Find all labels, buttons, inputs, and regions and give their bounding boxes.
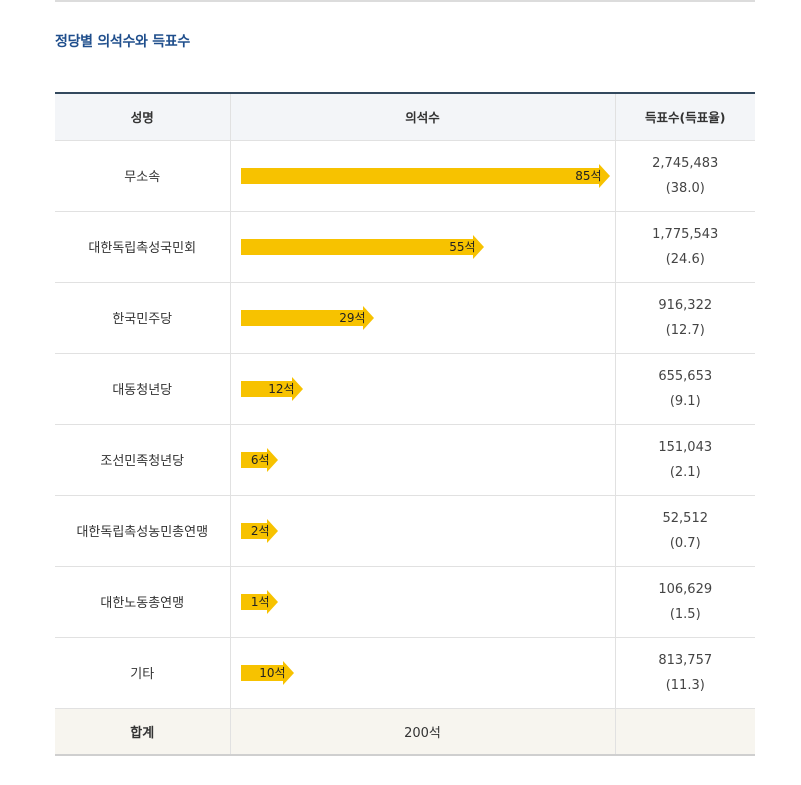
seat-bar: 2석 <box>240 518 278 543</box>
seats-votes-table: 성명 의석수 득표수(득표율) 무소속 85석 2,745,483 (38.0) 대한독… <box>55 92 755 756</box>
vote-count: 151,043 <box>658 439 713 455</box>
top-divider <box>55 0 755 2</box>
votes-cell: 52,512 (0.7) <box>614 495 755 567</box>
seat-bar-cell: 29석 <box>229 282 615 354</box>
vote-share: (2.1) <box>669 464 701 480</box>
seat-bar: 85석 <box>240 163 610 188</box>
party-name: 무소속 <box>55 140 230 212</box>
vote-count: 2,745,483 <box>652 155 719 171</box>
vote-share: (38.0) <box>665 180 705 196</box>
seat-bar-arrowhead <box>266 518 278 543</box>
party-name: 대한독립촉성농민총연맹 <box>55 495 230 567</box>
party-name: 대한독립촉성국민회 <box>55 211 230 283</box>
seat-bar: 10석 <box>240 660 294 685</box>
seat-bar-body <box>240 167 599 184</box>
vote-count: 1,775,543 <box>652 226 719 242</box>
vote-count: 916,322 <box>658 297 713 313</box>
seat-bar-cell: 85석 <box>229 140 615 212</box>
vote-count: 813,757 <box>658 652 713 668</box>
table-row: 대한독립촉성농민총연맹 2석 52,512 (0.7) <box>55 495 755 567</box>
seat-bar-arrowhead <box>598 163 610 188</box>
seat-bar: 1석 <box>240 589 278 614</box>
section-title: 정당별 의석수와 득표수 <box>55 34 190 50</box>
votes-cell: 1,775,543 (24.6) <box>614 211 755 283</box>
vote-share: (9.1) <box>669 393 701 409</box>
votes-cell: 106,629 (1.5) <box>614 566 755 638</box>
seat-bar-body <box>240 451 267 468</box>
seat-value-label: 55석 <box>449 239 476 254</box>
total-label: 합계 <box>55 708 230 756</box>
seat-bar-cell: 10석 <box>229 637 615 709</box>
seat-bar-cell: 2석 <box>229 495 615 567</box>
party-name: 기타 <box>55 637 230 709</box>
table-row: 대한노동총연맹 1석 106,629 (1.5) <box>55 566 755 638</box>
header-seats: 의석수 <box>229 92 615 141</box>
seat-bar-body <box>240 593 267 610</box>
seat-value-label: 29석 <box>339 310 366 325</box>
total-votes <box>614 708 755 756</box>
seat-bar-body <box>240 664 283 681</box>
table-row: 조선민족청년당 6석 151,043 (2.1) <box>55 424 755 496</box>
vote-share: (24.6) <box>665 251 705 267</box>
seat-bar-cell: 55석 <box>229 211 615 283</box>
table-header-row: 성명 의석수 득표수(득표율) <box>55 92 755 141</box>
header-votes: 득표수(득표율) <box>614 92 755 141</box>
seat-bar: 6석 <box>240 447 278 472</box>
seat-bar-body <box>240 522 267 539</box>
seat-bar-cell: 6석 <box>229 424 615 496</box>
seat-bar-cell: 12석 <box>229 353 615 425</box>
votes-cell: 151,043 (2.1) <box>614 424 755 496</box>
vote-count: 106,629 <box>658 581 713 597</box>
seat-value-label: 12석 <box>268 381 295 396</box>
seat-value-label: 10석 <box>259 665 286 680</box>
seat-value-label: 6석 <box>250 452 270 467</box>
votes-cell: 916,322 (12.7) <box>614 282 755 354</box>
vote-share: (11.3) <box>665 677 705 693</box>
seat-bar-arrowhead <box>282 660 294 685</box>
votes-cell: 813,757 (11.3) <box>614 637 755 709</box>
total-row: 합계 200석 <box>55 708 755 756</box>
total-seats: 200석 <box>229 708 615 756</box>
seat-bar-arrowhead <box>266 447 278 472</box>
table-row: 대한독립촉성국민회 55석 1,775,543 (24.6) <box>55 211 755 283</box>
seat-bar-body <box>240 309 363 326</box>
seat-bar-arrowhead <box>472 234 484 259</box>
seat-bar: 29석 <box>240 305 374 330</box>
table-row: 기타 10석 813,757 (11.3) <box>55 637 755 709</box>
table-row: 무소속 85석 2,745,483 (38.0) <box>55 140 755 212</box>
party-name: 한국민주당 <box>55 282 230 354</box>
votes-cell: 2,745,483 (38.0) <box>614 140 755 212</box>
seat-bar-arrowhead <box>291 376 303 401</box>
table-row: 대동청년당 12석 655,653 (9.1) <box>55 353 755 425</box>
seat-bar-arrowhead <box>266 589 278 614</box>
party-name: 대한노동총연맹 <box>55 566 230 638</box>
party-name: 대동청년당 <box>55 353 230 425</box>
seat-bar: 12석 <box>240 376 303 401</box>
seat-value-label: 1석 <box>250 594 270 609</box>
seat-bar-body <box>240 238 473 255</box>
vote-share: (1.5) <box>669 606 701 622</box>
seat-bar: 55석 <box>240 234 484 259</box>
header-party: 성명 <box>55 92 230 141</box>
votes-cell: 655,653 (9.1) <box>614 353 755 425</box>
seat-value-label: 85석 <box>575 168 602 183</box>
vote-share: (12.7) <box>665 322 705 338</box>
seat-bar-cell: 1석 <box>229 566 615 638</box>
table-row: 한국민주당 29석 916,322 (12.7) <box>55 282 755 354</box>
vote-count: 52,512 <box>662 510 709 526</box>
seat-bar-arrowhead <box>362 305 374 330</box>
seat-value-label: 2석 <box>250 523 270 538</box>
vote-share: (0.7) <box>669 535 701 551</box>
party-name: 조선민족청년당 <box>55 424 230 496</box>
seat-bar-body <box>240 380 292 397</box>
vote-count: 655,653 <box>658 368 713 384</box>
